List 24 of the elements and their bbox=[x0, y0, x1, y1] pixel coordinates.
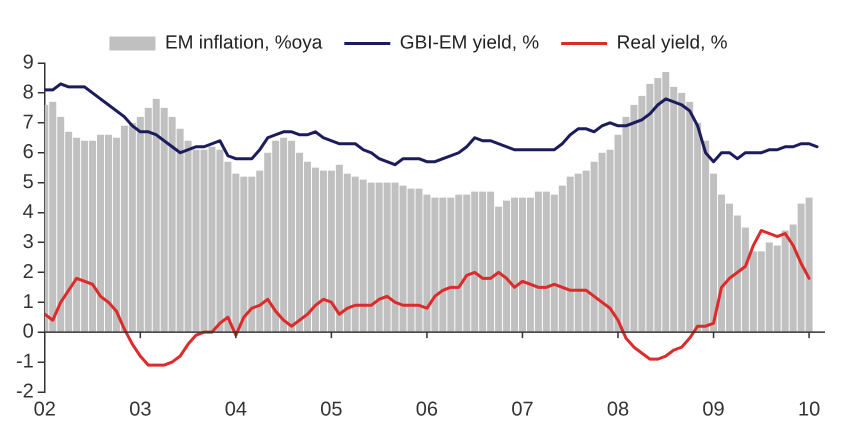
x-tick-label: 02 bbox=[34, 398, 56, 421]
x-tick-label: 06 bbox=[416, 398, 438, 421]
y-tick-label: -1 bbox=[16, 350, 34, 373]
y-tick-label: -2 bbox=[16, 380, 34, 403]
x-tick-label: 04 bbox=[224, 398, 247, 421]
y-tick-label: 3 bbox=[22, 230, 34, 253]
y-tick-label: 0 bbox=[22, 320, 34, 343]
y-tick-label: 1 bbox=[22, 290, 34, 313]
y-tick-label: 6 bbox=[22, 141, 34, 164]
x-tick-label: 07 bbox=[511, 398, 534, 421]
legend-label: EM inflation, %oya bbox=[164, 32, 323, 54]
x-tick-label: 08 bbox=[606, 398, 630, 421]
x-tick-label: 09 bbox=[702, 398, 725, 421]
y-tick-label: 7 bbox=[22, 111, 34, 134]
x-tick-label: 03 bbox=[129, 398, 152, 421]
y-tick-label: 2 bbox=[22, 260, 34, 283]
legend-label: GBI-EM yield, % bbox=[400, 32, 540, 54]
y-tick-label: 9 bbox=[22, 52, 34, 74]
x-tick-label: 05 bbox=[320, 398, 343, 421]
y-tick-label: 8 bbox=[22, 81, 34, 104]
legend-label: Real yield, % bbox=[616, 32, 728, 54]
y-tick-label: 5 bbox=[22, 171, 34, 194]
x-tick-label: 10 bbox=[798, 398, 820, 421]
y-tick-label: 4 bbox=[22, 201, 34, 224]
